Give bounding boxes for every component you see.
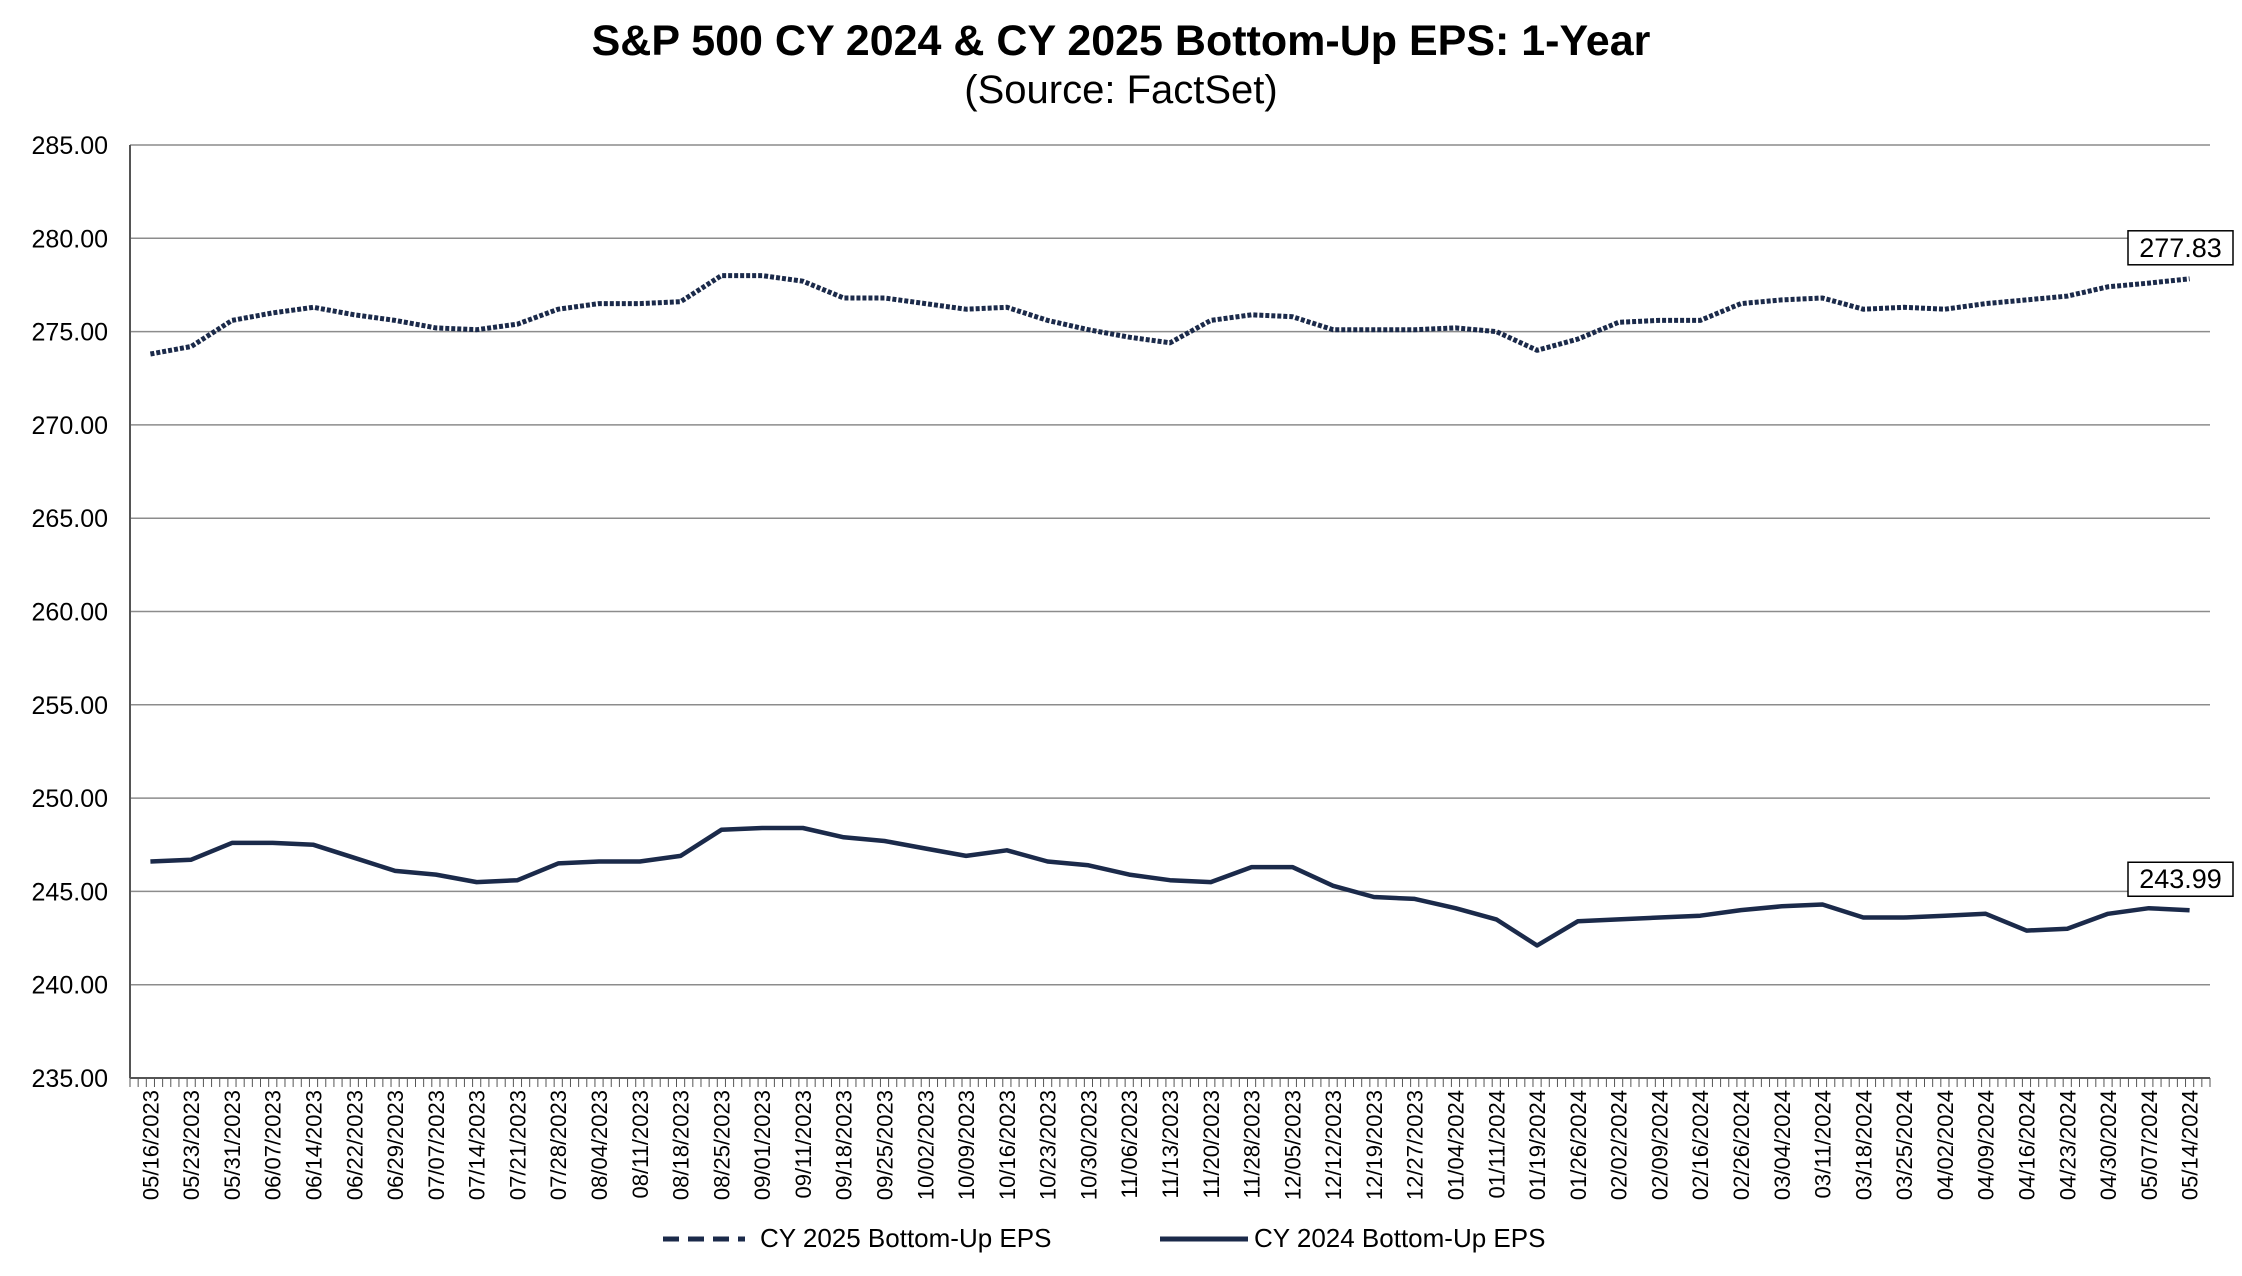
x-tick-label: 07/14/2023 <box>465 1090 490 1200</box>
x-tick-label: 03/11/2024 <box>1811 1090 1836 1198</box>
x-tick-label: 10/30/2023 <box>1076 1090 1101 1200</box>
y-tick-label: 255.00 <box>32 692 108 720</box>
y-tick-label: 270.00 <box>32 412 108 440</box>
x-tick-label: 03/18/2024 <box>1851 1090 1876 1200</box>
x-tick-label: 12/19/2023 <box>1362 1090 1387 1200</box>
x-tick-label: 04/16/2024 <box>2014 1090 2039 1200</box>
series-lines <box>150 276 2189 946</box>
y-tick-label: 265.00 <box>32 505 108 533</box>
y-tick-label: 245.00 <box>32 878 108 906</box>
y-tick-label: 250.00 <box>32 785 108 813</box>
x-tick-label: 05/16/2023 <box>138 1090 163 1200</box>
legend-label: CY 2024 Bottom-Up EPS <box>1254 1223 1545 1253</box>
x-tick-label: 12/27/2023 <box>1403 1090 1428 1200</box>
x-tick-label: 01/11/2024 <box>1484 1090 1509 1198</box>
callout-value-label: 277.83 <box>2139 233 2222 263</box>
x-tick-label: 12/12/2023 <box>1321 1090 1346 1200</box>
x-tick-label: 01/26/2024 <box>1566 1090 1591 1200</box>
x-tick-label: 09/11/2023 <box>791 1090 816 1198</box>
y-tick-label: 240.00 <box>32 972 108 1000</box>
x-tick-label: 01/04/2024 <box>1443 1090 1468 1200</box>
y-tick-label: 275.00 <box>32 319 108 347</box>
x-tick-label: 05/07/2024 <box>2137 1090 2162 1200</box>
x-tick-label: 09/18/2023 <box>832 1090 857 1200</box>
y-tick-label: 235.00 <box>32 1065 108 1093</box>
x-tick-label: 08/18/2023 <box>669 1090 694 1200</box>
x-tick-label: 02/26/2024 <box>1729 1090 1754 1200</box>
x-tick-label: 07/21/2023 <box>505 1090 530 1200</box>
x-tick-label: 11/20/2023 <box>1199 1090 1224 1198</box>
y-tick-label: 260.00 <box>32 599 108 627</box>
x-tick-label: 06/07/2023 <box>261 1090 286 1200</box>
x-tick-label: 11/28/2023 <box>1240 1090 1265 1198</box>
x-tick-label: 01/19/2024 <box>1525 1090 1550 1200</box>
x-tick-label: 06/22/2023 <box>342 1090 367 1200</box>
eps-line-chart: S&P 500 CY 2024 & CY 2025 Bottom-Up EPS:… <box>0 0 2242 1276</box>
x-tick-label: 10/09/2023 <box>954 1090 979 1200</box>
series-line-cy2025 <box>150 276 2189 354</box>
legend: CY 2025 Bottom-Up EPS CY 2024 Bottom-Up E… <box>663 1223 1545 1253</box>
x-tick-label: 08/04/2023 <box>587 1090 612 1200</box>
x-tick-label: 11/13/2023 <box>1158 1090 1183 1198</box>
x-tick-label: 02/09/2024 <box>1647 1090 1672 1200</box>
x-tick-label: 08/25/2023 <box>709 1090 734 1200</box>
x-tick-label: 09/25/2023 <box>873 1090 898 1200</box>
x-tick-label: 09/01/2023 <box>750 1090 775 1200</box>
x-tick-label: 07/07/2023 <box>424 1090 449 1200</box>
value-callouts: 277.83 243.99 <box>2128 231 2233 896</box>
x-tick-label: 04/02/2024 <box>1933 1090 1958 1200</box>
x-tick-label: 10/02/2023 <box>913 1090 938 1200</box>
x-tick-label: 06/14/2023 <box>302 1090 327 1200</box>
x-tick-label: 12/05/2023 <box>1280 1090 1305 1200</box>
x-tick-label: 08/11/2023 <box>628 1090 653 1198</box>
callout-value-label: 243.99 <box>2139 864 2222 894</box>
x-tick-label: 02/16/2024 <box>1688 1090 1713 1200</box>
x-tick-label: 11/06/2023 <box>1117 1090 1142 1198</box>
x-tick-label: 02/02/2024 <box>1607 1090 1632 1200</box>
x-tick-label: 05/14/2024 <box>2178 1090 2203 1200</box>
series-line-cy2024 <box>150 828 2189 946</box>
y-tick-label: 280.00 <box>32 225 108 253</box>
x-tick-label: 10/16/2023 <box>995 1090 1020 1200</box>
y-tick-label: 285.00 <box>32 132 108 160</box>
x-tick-label: 05/23/2023 <box>179 1090 204 1200</box>
legend-label: CY 2025 Bottom-Up EPS <box>760 1223 1051 1253</box>
axes: 235.00 240.00 245.00 250.00 255.00 260.00 265.… <box>32 132 2210 1200</box>
chart-title: S&P 500 CY 2024 & CY 2025 Bottom-Up EPS:… <box>592 17 1651 65</box>
x-tick-label: 03/25/2024 <box>1892 1090 1917 1200</box>
x-tick-label: 04/09/2024 <box>1974 1090 1999 1200</box>
x-tick-label: 05/31/2023 <box>220 1090 245 1200</box>
x-tick-label: 04/30/2024 <box>2096 1090 2121 1200</box>
x-tick-label: 06/29/2023 <box>383 1090 408 1200</box>
grid-lines <box>130 145 2210 1078</box>
x-tick-label: 03/04/2024 <box>1770 1090 1795 1200</box>
chart-subtitle: (Source: FactSet) <box>964 68 1277 112</box>
x-tick-label: 04/23/2024 <box>2055 1090 2080 1200</box>
x-tick-label: 10/23/2023 <box>1036 1090 1061 1200</box>
x-tick-label: 07/28/2023 <box>546 1090 571 1200</box>
